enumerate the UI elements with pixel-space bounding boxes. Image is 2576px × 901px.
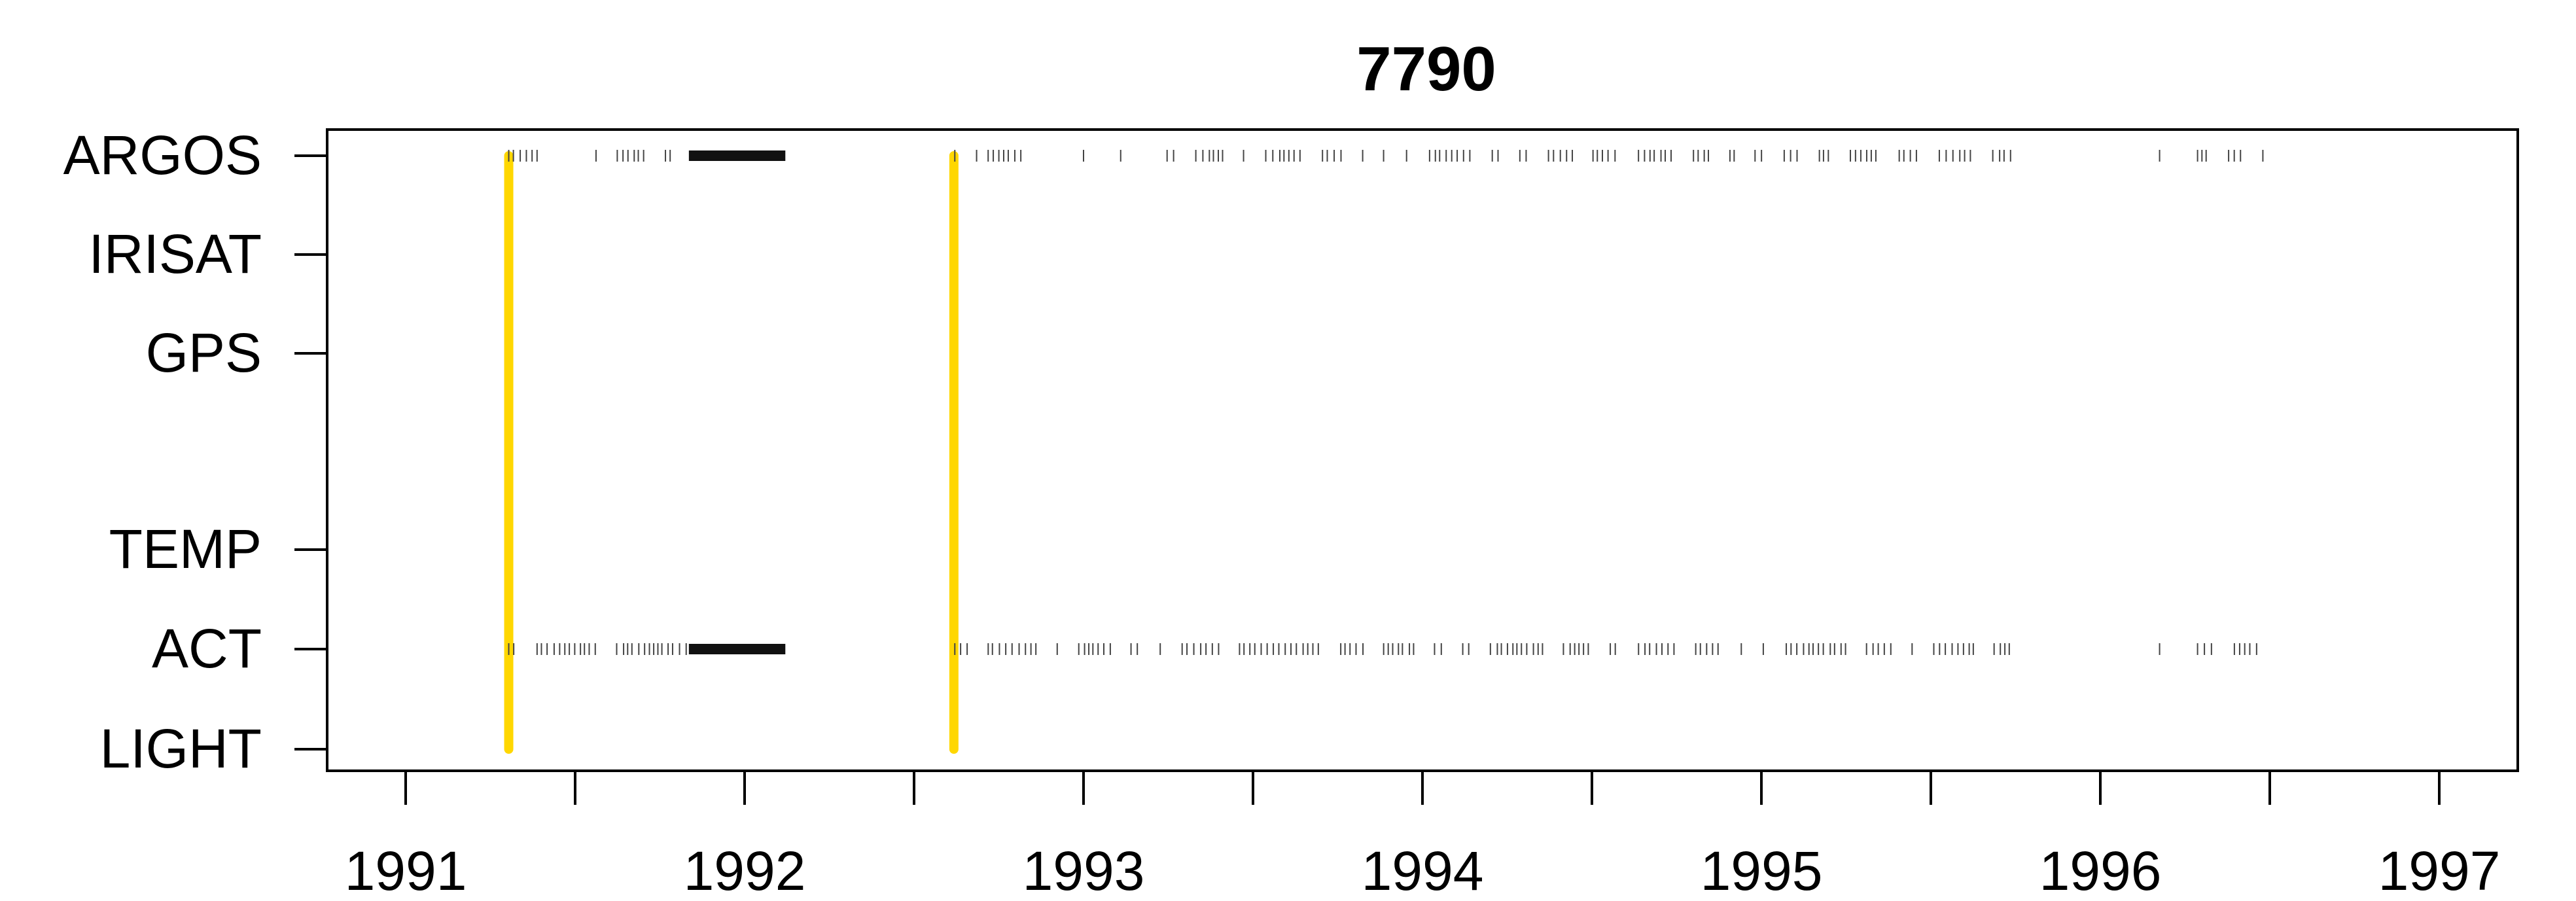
y-axis: ARGOS IRISAT GPS TEMP ACT LIGHT xyxy=(63,124,327,779)
plot-area xyxy=(326,128,2519,772)
chart-title: 7790 xyxy=(1356,34,1496,104)
event-series xyxy=(508,150,2264,655)
dense-event-block xyxy=(688,644,786,654)
x-tick-label-1993: 1993 xyxy=(1023,840,1145,901)
x-axis: 1991 1992 1993 1994 1995 1996 1997 xyxy=(345,771,2501,901)
y-tick-label-light: LIGHT xyxy=(100,718,262,779)
x-tick-label-1996: 1996 xyxy=(2039,840,2162,901)
vertical-markers xyxy=(504,151,959,754)
x-tick-label-1997: 1997 xyxy=(2378,840,2501,901)
dense-event-block xyxy=(688,150,786,161)
y-tick-label-temp: TEMP xyxy=(109,518,262,580)
series-argos xyxy=(508,150,2264,162)
x-tick-label-1992: 1992 xyxy=(684,840,806,901)
y-tick-label-argos: ARGOS xyxy=(63,124,262,186)
series-act xyxy=(508,643,2257,655)
x-tick-label-1991: 1991 xyxy=(345,840,467,901)
y-tick-label-act: ACT xyxy=(152,618,262,679)
x-tick-label-1995: 1995 xyxy=(1701,840,1823,901)
y-tick-label-gps: GPS xyxy=(146,322,262,383)
y-tick-label-irisat: IRISAT xyxy=(89,223,262,285)
x-tick-label-1994: 1994 xyxy=(1362,840,1484,901)
